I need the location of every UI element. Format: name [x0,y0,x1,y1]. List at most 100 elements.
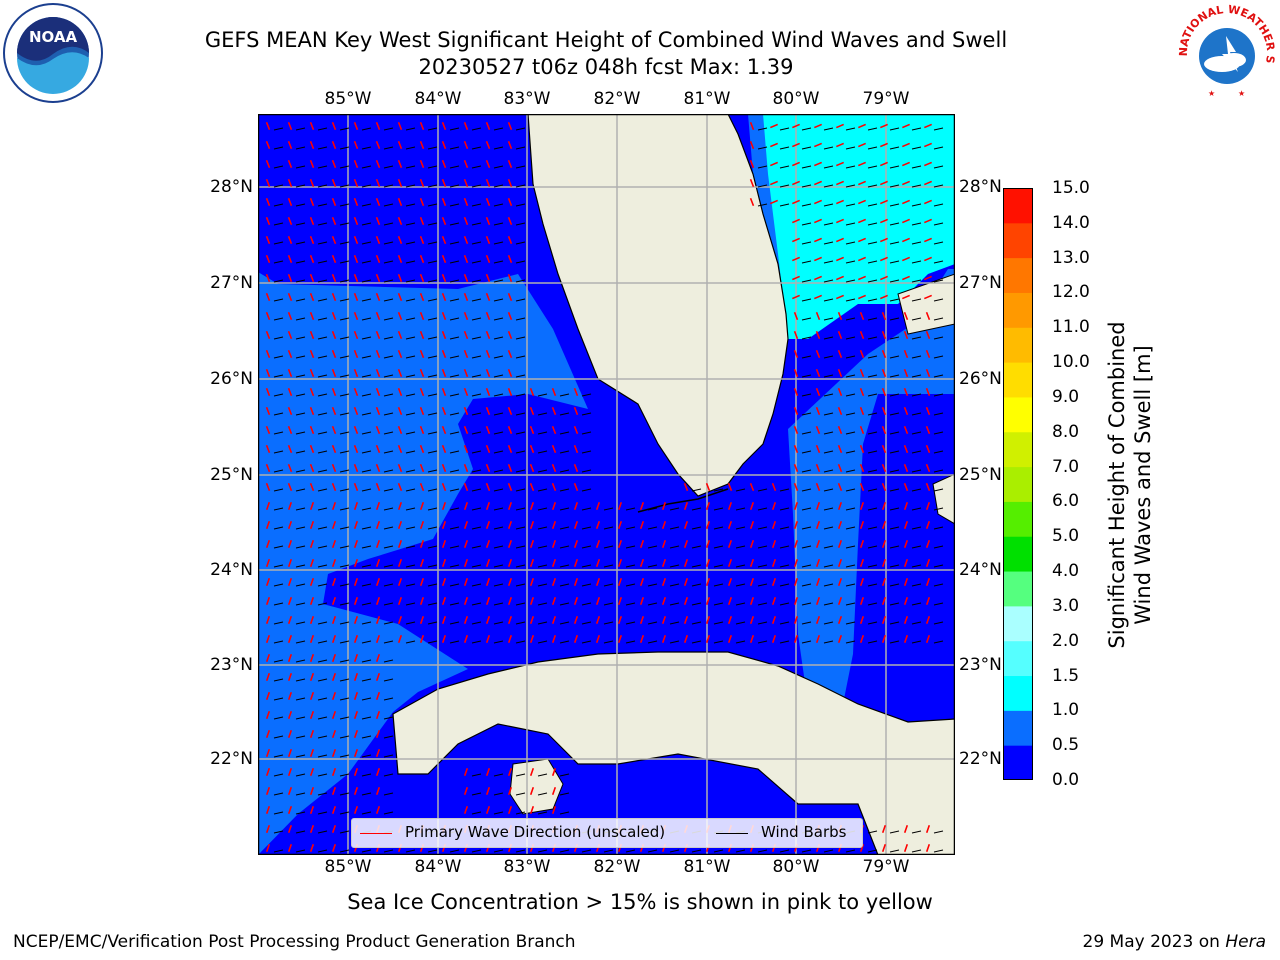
wave-direction-arrow [859,368,865,378]
wind-barb [889,260,900,264]
wave-direction-arrow [793,482,799,492]
wave-direction-arrow [353,558,359,568]
wave-direction-arrow [463,140,469,150]
wave-direction-arrow [331,729,337,739]
wind-barb [559,640,570,644]
wind-barb [559,412,570,416]
wave-direction-arrow [485,558,491,568]
wave-direction-arrow [353,710,359,720]
wind-barb [427,469,438,473]
colorbar-tick-label: 8.0 [1052,421,1080,442]
wind-barb [317,735,328,739]
wave-direction-arrow [814,218,822,224]
wave-direction-arrow [507,767,513,777]
wave-direction-arrow [727,596,733,606]
wave-direction-arrow [573,501,579,511]
wave-direction-arrow [375,653,381,663]
wave-direction-arrow [331,824,337,834]
wind-barb [295,127,306,131]
wind-barb [383,735,394,739]
wave-direction-arrow [903,482,909,492]
lon-label-bottom: 83°W [503,857,551,877]
wind-barb [867,279,878,283]
wave-direction-arrow [309,596,315,606]
wind-barb [713,621,724,625]
wave-direction-arrow [903,558,909,568]
wave-direction-arrow [353,444,359,454]
wind-barb [889,317,900,321]
wind-barb [823,127,834,131]
wave-direction-arrow [880,218,888,224]
wind-barb [867,165,878,169]
wave-direction-arrow [925,824,931,834]
wave-direction-arrow [880,275,888,281]
wind-barb [317,412,328,416]
wave-direction-arrow [880,161,888,167]
wave-direction-arrow [397,216,403,226]
wave-direction-arrow [331,520,337,530]
wind-barb [889,298,900,302]
wind-barb [361,374,372,378]
wind-barb [317,564,328,568]
wind-barb [845,298,856,302]
wave-direction-arrow [287,615,293,625]
wind-barb [493,127,504,131]
wind-barb [339,583,350,587]
wave-direction-arrow [792,256,800,262]
wind-barb [493,450,504,454]
noaa-logo: NOAA [3,3,103,103]
wind-barb [933,526,944,530]
wind-barb [295,716,306,720]
wave-direction-arrow [485,292,491,302]
wave-direction-arrow [551,786,557,796]
wind-barb [493,412,504,416]
wind-barb [823,849,834,853]
wave-direction-arrow [617,501,623,511]
wind-barb [911,412,922,416]
wind-barb [515,241,526,245]
wave-direction-arrow [529,805,535,815]
wind-barb [867,545,878,549]
wave-direction-arrow [793,387,799,397]
wind-barb [339,792,350,796]
wave-direction-arrow [859,482,865,492]
wind-barb [713,564,724,568]
wind-barb [339,849,350,853]
wind-barb [581,431,592,435]
wind-barb [603,507,614,511]
wave-direction-arrow [287,577,293,587]
wind-barb [581,507,592,511]
wave-direction-arrow [375,463,381,473]
wave-direction-arrow [749,577,755,587]
wind-barb [405,393,416,397]
wave-direction-arrow [924,294,932,300]
wind-barb [823,564,834,568]
wave-direction-arrow [836,199,844,205]
wave-direction-arrow [375,406,381,416]
wind-barb [471,203,482,207]
wave-direction-arrow [551,805,557,815]
wind-barb [537,431,548,435]
wind-barb [845,488,856,492]
wave-direction-arrow [529,634,535,644]
wind-barb [339,317,350,321]
wind-barb [339,146,350,150]
wave-direction-arrow [287,197,293,207]
wave-direction-arrow [836,161,844,167]
wind-barb [889,583,900,587]
wave-direction-arrow [507,805,513,815]
wind-barb [383,336,394,340]
wind-barb [493,203,504,207]
wave-direction-arrow [859,387,865,397]
lat-label-right: 27°N [959,273,1002,293]
wave-direction-arrow [639,615,645,625]
wave-direction-arrow [309,197,315,207]
wave-direction-arrow [507,615,513,625]
wind-barb [383,317,394,321]
wave-direction-arrow [573,596,579,606]
wind-barb [779,583,790,587]
wind-barb [295,792,306,796]
wind-barb [339,507,350,511]
colorbar-band [1003,327,1033,363]
wave-direction-arrow [793,577,799,587]
